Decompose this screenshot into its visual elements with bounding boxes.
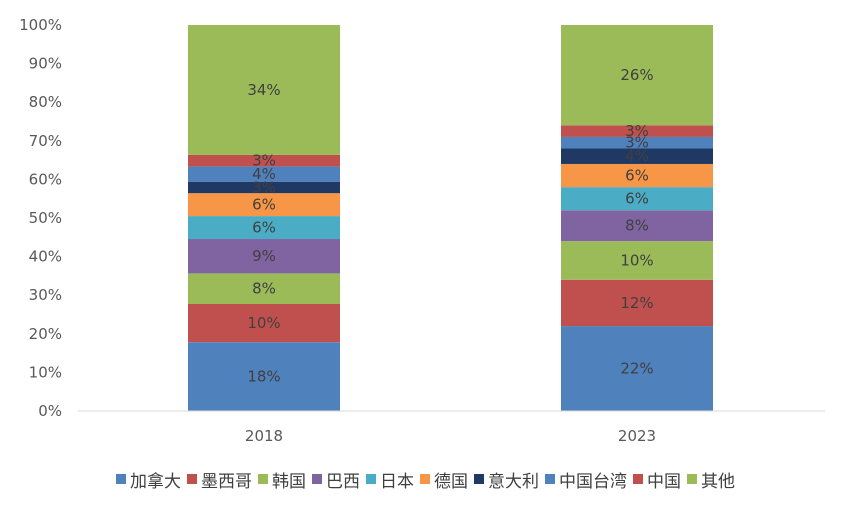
bar-segment	[188, 342, 340, 411]
bar-segment	[188, 216, 340, 240]
legend-swatch	[633, 474, 643, 484]
bar-segment	[188, 273, 340, 304]
y-tick-label: 90%	[29, 55, 62, 73]
data-label: 4%	[625, 147, 649, 165]
data-label: 18%	[247, 368, 280, 386]
bar-segment	[188, 166, 340, 182]
bar-segment	[188, 303, 340, 343]
legend-item: 日本	[366, 467, 414, 492]
legend-label: 意大利	[488, 471, 539, 492]
legend-swatch	[545, 474, 555, 484]
bar-segment	[561, 25, 713, 126]
legend-label: 德国	[434, 471, 468, 492]
legend-swatch	[258, 474, 268, 484]
y-tick-label: 30%	[29, 286, 62, 304]
bar-segment	[188, 25, 340, 155]
stacked-bar-chart: 0%10%20%30%40%50%60%70%80%90%100% 2018 20…	[19, 16, 825, 445]
legend-item: 墨西哥	[187, 467, 252, 492]
y-tick-label: 100%	[19, 16, 62, 34]
bar-segment	[561, 163, 713, 188]
data-label: 3%	[625, 134, 649, 152]
data-label: 3%	[625, 122, 649, 140]
bar-segments	[188, 25, 713, 411]
bar-segment	[561, 136, 713, 149]
bar-segment	[561, 241, 713, 280]
legend-swatch	[420, 474, 430, 484]
data-label: 12%	[620, 294, 653, 312]
bar-segment	[561, 148, 713, 164]
legend-item: 加拿大	[116, 467, 181, 492]
legend-item: 中国台湾	[545, 467, 627, 492]
legend-label: 巴西	[326, 471, 360, 492]
legend-item: 中国	[633, 467, 681, 492]
data-label: 22%	[620, 360, 653, 378]
legend-swatch	[474, 474, 484, 484]
legend-swatch	[116, 474, 126, 484]
bar-segment	[561, 279, 713, 327]
y-tick-label: 40%	[29, 248, 62, 266]
data-label: 10%	[247, 314, 280, 332]
legend-item: 其他	[687, 467, 735, 492]
bar-segment	[561, 326, 713, 411]
legend-item: 韩国	[258, 467, 306, 492]
legend-label: 日本	[380, 471, 414, 492]
y-tick-label: 60%	[29, 170, 62, 188]
y-axis-ticks: 0% 10% 20% 30% 40% 50% 60% 70% 80% 90% 100%	[19, 16, 62, 420]
legend-label: 韩国	[272, 471, 306, 492]
data-label: 3%	[252, 178, 276, 196]
bar-segment	[188, 193, 340, 217]
data-label: 3%	[252, 152, 276, 170]
bar-segment	[561, 125, 713, 137]
x-axis-ticks: 2018 2023	[245, 427, 656, 445]
bar-segment	[188, 154, 340, 167]
data-label: 8%	[625, 217, 649, 235]
data-label: 8%	[252, 280, 276, 298]
bar-segment	[188, 239, 340, 274]
legend-item: 意大利	[474, 467, 539, 492]
bar-segment	[561, 187, 713, 211]
y-tick-label: 10%	[29, 363, 62, 381]
y-tick-label: 0%	[38, 402, 62, 420]
x-tick-label: 2023	[618, 427, 656, 445]
legend-label: 中国	[647, 471, 681, 492]
data-label: 26%	[620, 66, 653, 84]
data-label: 6%	[625, 190, 649, 208]
legend-swatch	[687, 474, 697, 484]
legend-swatch	[366, 474, 376, 484]
legend-item: 巴西	[312, 467, 360, 492]
legend-label: 中国台湾	[559, 471, 627, 492]
legend-item: 德国	[420, 467, 468, 492]
legend-label: 其他	[701, 471, 735, 492]
bar-segment	[561, 210, 713, 242]
y-tick-label: 50%	[29, 209, 62, 227]
data-label: 6%	[252, 196, 276, 214]
data-label: 34%	[247, 81, 280, 99]
x-tick-label: 2018	[245, 427, 283, 445]
legend-swatch	[312, 474, 322, 484]
data-labels: 18%10%8%9%6%6%3%4%3%34%22%12%10%8%6%6%4%…	[247, 66, 653, 385]
y-tick-label: 70%	[29, 132, 62, 150]
legend-label: 墨西哥	[201, 471, 252, 492]
data-label: 6%	[252, 219, 276, 237]
legend: 加拿大 墨西哥 韩国 巴西 日本 德国 意大利 中国台湾 中国 其他	[0, 464, 851, 494]
legend-swatch	[187, 474, 197, 484]
data-label: 9%	[252, 247, 276, 265]
y-tick-label: 20%	[29, 325, 62, 343]
y-tick-label: 80%	[29, 93, 62, 111]
data-label: 10%	[620, 251, 653, 269]
bar-segment	[188, 181, 340, 194]
data-label: 6%	[625, 167, 649, 185]
legend-label: 加拿大	[130, 471, 181, 492]
data-label: 4%	[252, 165, 276, 183]
